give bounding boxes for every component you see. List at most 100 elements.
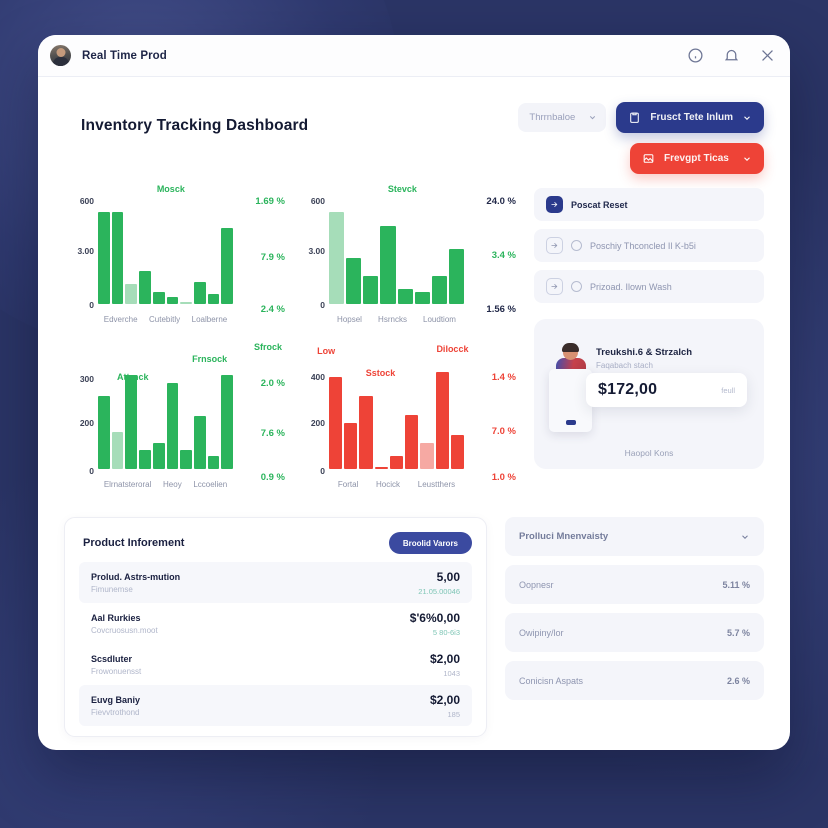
title-bar-actions xyxy=(687,47,776,64)
chart-2-right-label: 0.9 % xyxy=(260,472,285,483)
chart-card-2[interactable]: AttrnckFrnsockSfrock02003002.0 %7.6 %0.9… xyxy=(64,342,285,495)
inventory-header: Product Inforement Broolid Varors xyxy=(79,532,472,554)
chart-3-right-label: 1.4 % xyxy=(491,372,516,383)
stats-select[interactable]: Prolluci Mnenvaisty xyxy=(505,517,764,556)
chart-3-bar xyxy=(329,376,343,469)
inventory-row[interactable]: Euvg Baniy Fievvtrothond $2,00 185 xyxy=(79,685,472,726)
chart-0-right-label: 1.69 % xyxy=(255,196,285,207)
chart-0-bar xyxy=(111,211,124,304)
promo-inner: Treukshi.6 & Strzalch Faqabach stach $17… xyxy=(534,319,764,432)
inventory-row-sub: Frowonuensst xyxy=(91,666,142,676)
primary-action-button[interactable]: Frusct Tete Inlum xyxy=(616,102,764,133)
chart-2-xtick: Lccoelien xyxy=(193,480,228,489)
filter-select-label: Thrrnbaloe xyxy=(529,112,576,123)
image-icon xyxy=(643,154,654,163)
chart-0-xlabels: Edverche Cutebitly Loalberne xyxy=(98,315,233,324)
chart-2-right-label: 2.0 % xyxy=(260,378,285,389)
chart-1-plot xyxy=(329,204,464,304)
side-list-item[interactable]: Prizoad. Ilown Wash xyxy=(534,270,764,303)
chart-3-bar xyxy=(435,372,449,469)
chart-3-bar xyxy=(344,422,358,469)
chart-2-bar xyxy=(180,450,192,469)
chart-1-bar xyxy=(448,249,464,304)
help-circle-icon[interactable] xyxy=(687,47,704,64)
chart-2-bar xyxy=(207,456,220,469)
bell-icon[interactable] xyxy=(723,47,740,64)
inventory-row-meta: 21.05.00046 xyxy=(418,586,460,596)
chart-1-ytick: 3.00 xyxy=(308,246,325,256)
inventory-row-left: Prolud. Astrs-mution Fimunemse xyxy=(91,572,180,594)
dashboard-grid: Mosck 0 3.00 600 1.69 % 7.9 % 2.4 % Edverche Cut… xyxy=(64,184,764,495)
filter-select[interactable]: Thrrnbaloe xyxy=(518,103,607,132)
promo-amount-pill[interactable]: $172,00 feull xyxy=(586,373,747,407)
clipboard-icon xyxy=(630,112,640,123)
inventory-card: Product Inforement Broolid Varors Prolud… xyxy=(64,517,487,737)
chart-3-label: Low xyxy=(317,346,336,356)
chart-1-bar xyxy=(346,257,362,304)
inventory-row-value: $2,00 xyxy=(429,651,460,666)
inventory-row-meta: 185 xyxy=(447,709,460,719)
chart-card-0[interactable]: Mosck 0 3.00 600 1.69 % 7.9 % 2.4 % Edverche Cut… xyxy=(64,184,285,330)
side-list-item[interactable]: Poschiy Thconcled Il K-b5i xyxy=(534,229,764,262)
close-icon[interactable] xyxy=(759,47,776,64)
chart-3-xtick: Hocick xyxy=(376,480,401,489)
chart-1-ytick: 600 xyxy=(310,196,325,206)
chart-3-ytick: 400 xyxy=(310,372,325,382)
chart-3-bar xyxy=(359,396,373,469)
chart-1-bar xyxy=(397,288,413,304)
inventory-action-button[interactable]: Broolid Varors xyxy=(388,532,472,554)
inventory-row[interactable]: Prolud. Astrs-mution Fimunemse 5,00 21.05.0… xyxy=(79,562,472,603)
status-dot-icon xyxy=(571,281,582,292)
inventory-row[interactable]: Scsdluter Frowonuensst $2,00 1043 xyxy=(79,644,472,685)
chart-3-label: Sstock xyxy=(365,368,396,378)
chart-1-bar xyxy=(329,211,345,304)
chart-0-bar xyxy=(207,294,220,304)
chart-0-bar xyxy=(193,282,206,304)
avatar xyxy=(50,45,71,66)
chart-1-right-label: 3.4 % xyxy=(491,250,516,261)
danger-action-button[interactable]: Frevgpt Ticas xyxy=(630,143,764,174)
edit-icon xyxy=(546,237,563,254)
chart-0-right-label: 2.4 % xyxy=(260,304,285,315)
stats-column: Prolluci Mnenvaisty Oopnesr 5.11 % Owipiny… xyxy=(505,517,764,737)
chart-0-plot xyxy=(98,204,234,304)
inventory-row-right: $'6%0,00 5 80-6i3 xyxy=(410,611,460,637)
chart-2-ytick: 200 xyxy=(79,418,94,428)
chart-0-right-label: 7.9 % xyxy=(260,252,285,263)
stats-row[interactable]: Owipiny/lor 5.7 % xyxy=(505,613,764,652)
stats-rows: Oopnesr 5.11 % Owipiny/lor 5.7 % Conicisn As… xyxy=(505,565,764,709)
side-list-item[interactable]: Poscat Reset xyxy=(534,188,764,221)
stats-row[interactable]: Oopnesr 5.11 % xyxy=(505,565,764,604)
chart-1-xlabels: Hopsel Hsrncks Loudtiom xyxy=(329,315,464,324)
chart-1-bar xyxy=(431,276,447,304)
chart-2-ytick: 0 xyxy=(89,466,94,476)
chart-3-ytick: 200 xyxy=(310,418,325,428)
chart-2-bar xyxy=(125,374,138,469)
chart-3-bar xyxy=(420,443,434,469)
chart-card-3[interactable]: Low Sstock Dilocck 0 200 400 1.4 % 7.0 % 1.0 % Fo… xyxy=(295,344,516,495)
chart-0-bar xyxy=(221,227,234,304)
page-header: Inventory Tracking Dashboard Thrrnbaloe … xyxy=(64,97,764,174)
chart-0-bar xyxy=(166,297,179,304)
chart-2-plot xyxy=(98,366,234,469)
chart-2-bar xyxy=(98,396,110,469)
chart-2-bar xyxy=(221,374,234,469)
share-icon xyxy=(546,278,563,295)
chart-1-bar xyxy=(414,292,430,304)
stats-select-label: Prolluci Mnenvaisty xyxy=(519,531,609,542)
page-title: Inventory Tracking Dashboard xyxy=(81,117,309,134)
stats-row-percent: 5.11 % xyxy=(722,579,750,590)
stats-row[interactable]: Conicisn Aspats 2.6 % xyxy=(505,661,764,700)
chart-3-xtick: Leustthers xyxy=(417,480,456,489)
inventory-row-value: $'6%0,00 xyxy=(409,610,460,625)
inventory-row[interactable]: Aal Rurkies Covcruosusn.moot $'6%0,00 5 80-… xyxy=(79,603,472,644)
header-actions: Thrrnbaloe Frusct Tete Inlum xyxy=(518,97,764,174)
window-title: Real Time Prod xyxy=(82,49,167,62)
inventory-row-left: Scsdluter Frowonuensst xyxy=(91,654,141,676)
chart-1-right-label: 24.0 % xyxy=(486,196,516,207)
chart-1-xtick: Hopsel xyxy=(337,315,362,324)
chart-2-label: Sfrock xyxy=(254,342,283,352)
inventory-row-left: Aal Rurkies Covcruosusn.moot xyxy=(91,613,158,635)
chart-2-bar xyxy=(139,450,151,469)
chart-card-1[interactable]: Stevck 0 3.00 600 24.0 % 3.4 % 1.56 % Hopsel Hsr… xyxy=(295,184,516,330)
